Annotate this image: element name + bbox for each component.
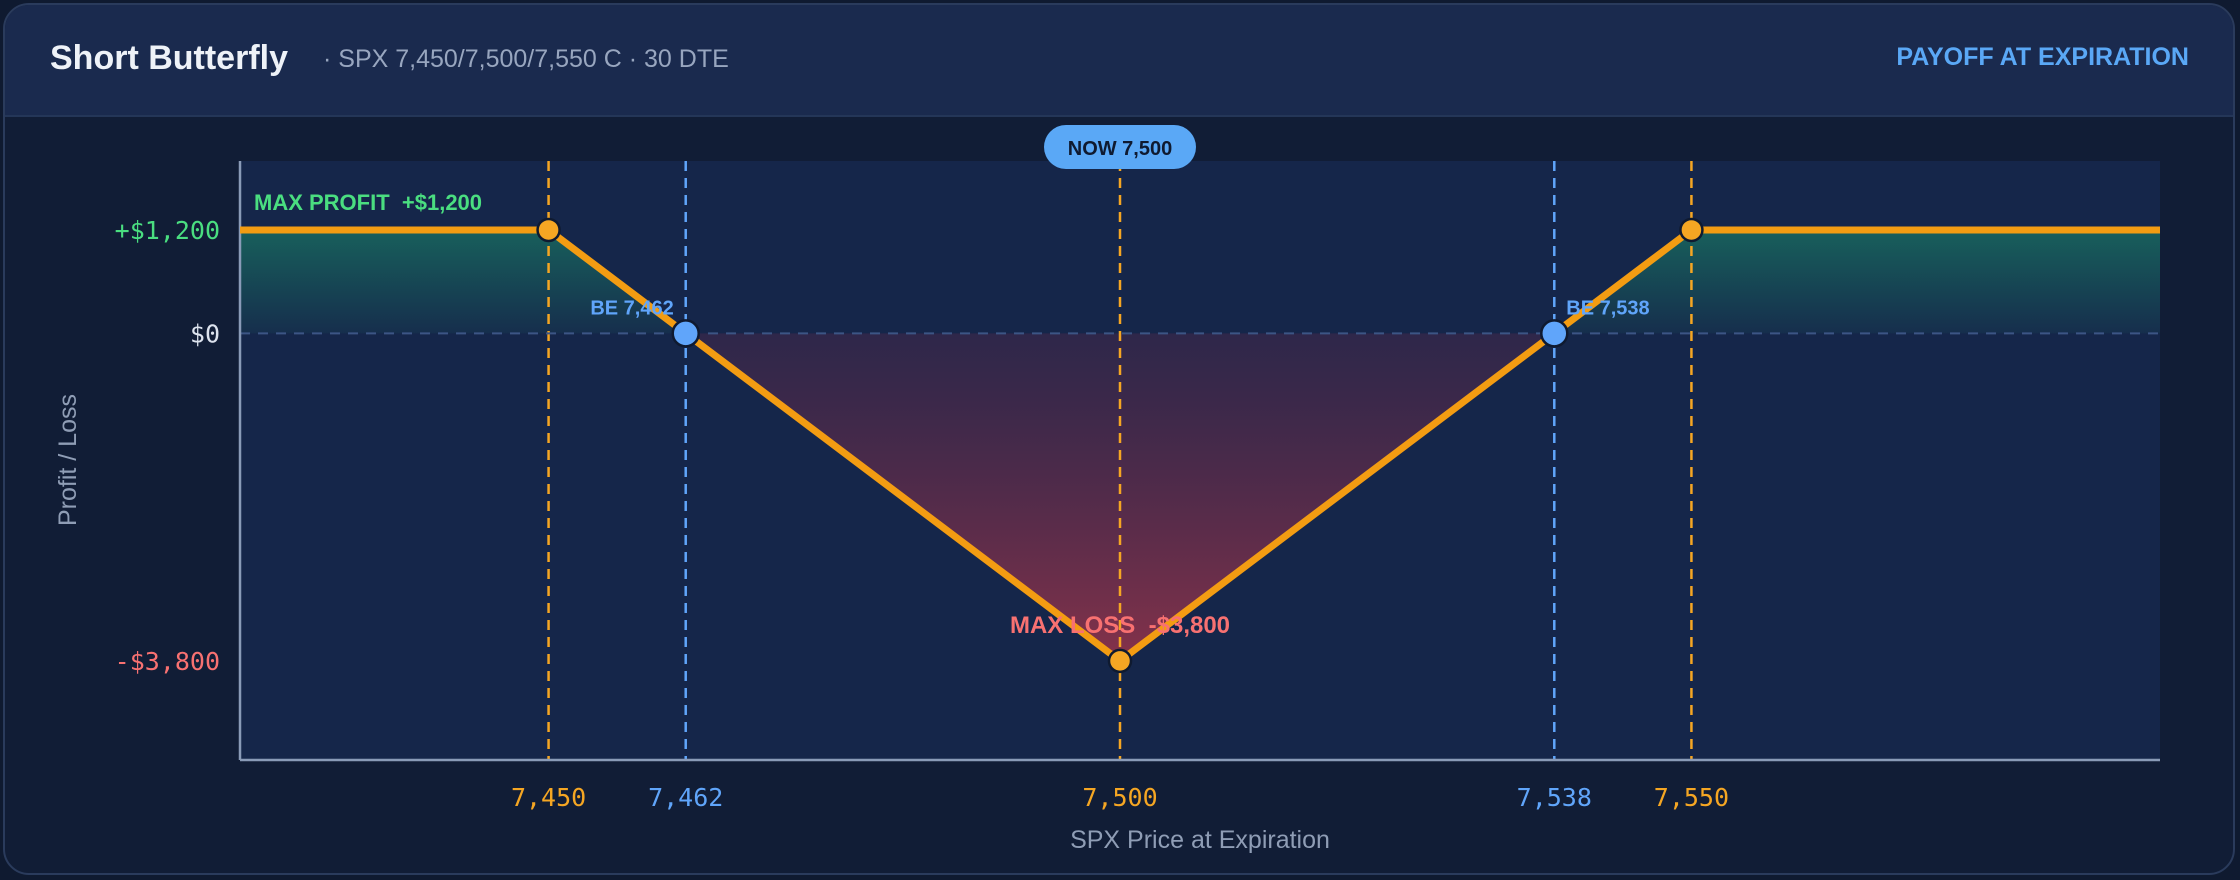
loss-area xyxy=(685,333,1555,661)
now-badge: NOW 7,500 xyxy=(1044,125,1196,169)
max-loss-label: MAX LOSS -$3,800 xyxy=(1010,612,1230,639)
strategy-subtitle: · SPX 7,450/7,500/7,550 C · 30 DTE xyxy=(323,45,729,73)
breakeven-marker-1 xyxy=(671,319,700,348)
y-tick-label-1: $0 xyxy=(190,319,220,348)
breakeven-marker-3 xyxy=(1540,319,1569,348)
max-profit-label: MAX PROFIT +$1,200 xyxy=(254,190,482,215)
chart-header: Short Butterfly · SPX 7,450/7,500/7,550 … xyxy=(5,5,2233,117)
payoff-mode-label: PAYOFF AT EXPIRATION xyxy=(1896,43,2189,71)
now-badge-label: NOW 7,500 xyxy=(1068,138,1172,160)
strike-marker-0 xyxy=(536,217,561,243)
x-tick-label-4: 7,550 xyxy=(1654,783,1729,812)
strike-marker-4 xyxy=(1679,217,1704,243)
x-tick-label-0: 7,450 xyxy=(511,783,586,812)
strike-marker-2 xyxy=(1107,648,1133,674)
breakeven-right-label: BE 7,538 xyxy=(1566,297,1649,319)
breakeven-left-label: BE 7,462 xyxy=(590,297,673,319)
y-axis-label: Profit / Loss xyxy=(54,394,82,526)
x-tick-label-1: 7,462 xyxy=(648,783,723,812)
x-tick-label-2: 7,500 xyxy=(1082,783,1157,812)
profit-area xyxy=(240,229,2160,334)
x-axis-label: SPX Price at Expiration xyxy=(1070,826,1330,854)
strategy-title: Short Butterfly xyxy=(50,39,288,77)
y-tick-label-2: -$3,800 xyxy=(115,647,220,676)
y-tick-label-0: +$1,200 xyxy=(115,216,220,245)
x-tick-label-3: 7,538 xyxy=(1517,783,1592,812)
